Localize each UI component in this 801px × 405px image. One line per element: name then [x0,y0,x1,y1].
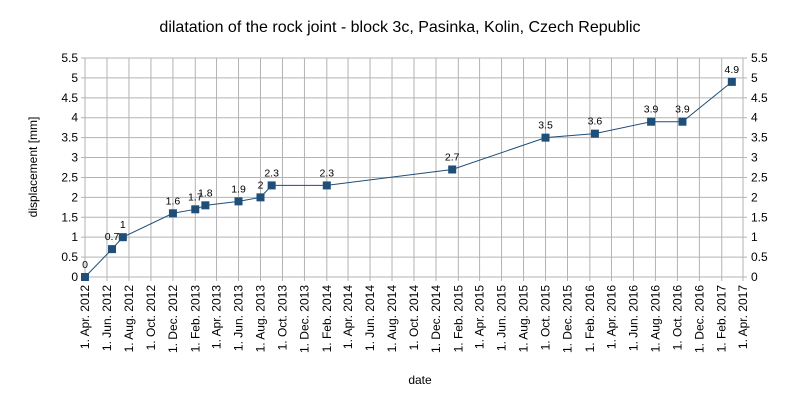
y-tick-label: 5.5 [61,51,78,65]
data-label: 1 [120,219,126,231]
data-label: 2.7 [445,151,460,163]
data-point [201,201,210,210]
x-tick-label: 1. Jun. 2014 [363,285,377,351]
y-tick-label: 5 [71,71,78,85]
x-tick-label: 1. Jun. 2013 [232,285,246,351]
y-tick-label: 2.5 [61,170,78,184]
x-tick-label: 1. Aug. 2012 [122,285,136,353]
y-tick-label: 4 [751,111,758,125]
grid [84,57,744,278]
y-axis-left: 0 0.5 1 1.5 2 2.5 3 3.5 4 4.5 5 5.5 [61,51,85,284]
x-tick-label: 1. Oct. 2013 [275,285,289,351]
x-tick-label: 1. Aug. 2013 [253,285,267,353]
x-tick-label: 1. Feb. 2013 [188,285,202,353]
y-tick-label: 1.5 [751,210,768,224]
x-tick-label: 1. Aug. 2015 [517,285,531,353]
data-point [267,181,276,190]
series [81,77,736,281]
data-label: 2 [258,179,264,191]
data-label: 2.3 [319,167,334,179]
y-tick-label: 4.5 [61,91,78,105]
data-point [234,197,243,206]
data-point [647,117,656,126]
data-label: 1.7 [188,191,203,203]
data-label: 3.9 [644,104,659,116]
data-point [541,133,550,142]
data-point [168,209,177,218]
y-tick-label: 1 [751,230,758,244]
x-tick-label: 1. Oct. 2014 [407,285,421,351]
y-axis-title: displacement [mm] [26,117,40,218]
x-tick-label: 1. Dec. 2013 [297,285,311,353]
data-point [108,245,117,254]
x-tick-label: 1. Oct. 2016 [670,285,684,351]
y-tick-label: 4 [71,111,78,125]
y-axis-right: 0 0.5 1 1.5 2 2.5 3 3.5 4 4.5 5 5.5 [743,51,768,284]
data-point [191,205,200,214]
data-point [727,77,736,86]
data-label: 1.9 [231,183,246,195]
x-tick-label: 1. Dec. 2016 [692,285,706,353]
data-label: 2.3 [264,167,279,179]
y-tick-label: 0.5 [61,250,78,264]
x-tick-label: 1. Jun. 2016 [626,285,640,351]
x-tick-label: 1. Feb. 2015 [451,285,465,353]
data-label: 4.9 [725,64,740,76]
data-labels: 00.711.6 1.71.8 1.9 22.3 2.32.73.5 3.63.9 3.94… [82,64,739,271]
x-axis-title: date [408,373,432,387]
data-label: 1.8 [198,187,213,199]
data-point [678,117,687,126]
y-tick-label: 3.5 [751,131,768,145]
x-tick-label: 1. Jun. 2015 [495,285,509,351]
x-tick-label: 1. Feb. 2014 [320,285,334,353]
y-tick-label: 2 [751,190,758,204]
x-tick-label: 1. Oct. 2015 [539,285,553,351]
x-tick-label: 1. Apr. 2012 [78,285,92,349]
data-point [322,181,331,190]
y-tick-label: 0 [71,270,78,284]
y-tick-label: 4.5 [751,91,768,105]
y-tick-label: 5 [751,71,758,85]
data-label: 3.5 [538,120,553,132]
y-tick-label: 3.5 [61,131,78,145]
y-tick-label: 5.5 [751,51,768,65]
data-label: 3.6 [588,116,603,128]
data-point [118,233,127,242]
y-tick-label: 1.5 [61,210,78,224]
y-tick-label: 1 [71,230,78,244]
series-line [84,81,733,278]
x-axis: 1. Apr. 2012 1. Jun. 2012 1. Aug. 2012 1. O… [78,277,750,353]
data-point [448,165,457,174]
x-tick-label: 1. Apr. 2013 [210,285,224,349]
y-tick-label: 2.5 [751,170,768,184]
x-tick-label: 1. Apr. 2016 [604,285,618,349]
x-tick-label: 1. Feb. 2016 [583,285,597,353]
y-tick-label: 3 [751,151,758,165]
x-tick-label: 1. Aug. 2016 [648,285,662,353]
y-tick-label: 3 [71,151,78,165]
x-tick-label: 1. Oct. 2012 [144,285,158,351]
x-tick-label: 1. Aug. 2014 [385,285,399,353]
y-tick-label: 0 [751,270,758,284]
x-tick-label: 1. Feb. 2017 [715,285,729,353]
x-tick-label: 1. Apr. 2015 [473,285,487,349]
y-tick-label: 0.5 [751,250,768,264]
data-label: 0 [82,259,88,271]
x-tick-label: 1. Jun. 2012 [100,285,114,351]
data-point [81,273,89,281]
x-tick-label: 1. Dec. 2012 [166,285,180,353]
x-tick-label: 1. Apr. 2017 [736,285,750,349]
y-tick-label: 2 [71,190,78,204]
data-label: 3.9 [675,104,690,116]
data-label: 0.7 [105,231,120,243]
x-tick-label: 1. Dec. 2014 [429,285,443,353]
chart-title: dilatation of the rock joint - block 3c,… [159,19,640,36]
x-tick-label: 1. Apr. 2014 [341,285,355,349]
data-point [256,193,265,202]
x-tick-label: 1. Dec. 2015 [561,285,575,353]
data-label: 1.6 [166,195,181,207]
data-point [590,129,599,138]
